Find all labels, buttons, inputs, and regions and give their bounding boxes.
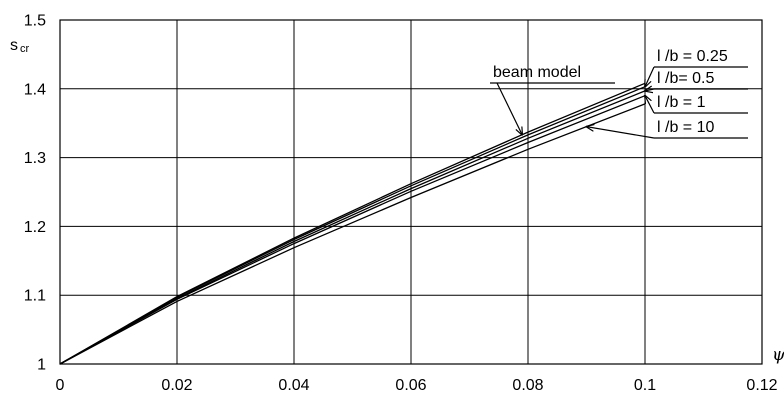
annotation-arrow-0 bbox=[496, 82, 522, 135]
annotation-label-3: l /b = 1 bbox=[657, 94, 706, 111]
series-line-1 bbox=[59, 86, 646, 365]
y-tick-label: 1.5 bbox=[24, 13, 46, 30]
y-axis-label-main: s bbox=[10, 37, 18, 54]
annotation-arrow-3 bbox=[645, 96, 655, 114]
annotation-label-1: l /b = 0.25 bbox=[657, 48, 728, 65]
x-axis-label: ψ bbox=[772, 345, 784, 365]
y-tick-label: 1.4 bbox=[24, 81, 46, 98]
annotation-label-0: beam model bbox=[493, 64, 581, 81]
y-tick-label: 1.1 bbox=[24, 288, 46, 305]
series-group bbox=[59, 82, 646, 365]
x-tick-label: 0.12 bbox=[746, 377, 777, 394]
y-tick-label: 1.3 bbox=[24, 150, 46, 167]
y-tick-label: 1 bbox=[37, 357, 46, 374]
x-tick-label: 0.06 bbox=[395, 377, 426, 394]
y-tick-label: 1.2 bbox=[24, 219, 46, 236]
annotation-arrow-2 bbox=[645, 89, 655, 91]
series-line-3 bbox=[59, 95, 646, 365]
y-axis-label: s cr bbox=[10, 37, 30, 55]
x-tick-label: 0.1 bbox=[634, 377, 656, 394]
annotation-arrow-1 bbox=[645, 66, 655, 87]
annotation-label-4: l /b = 10 bbox=[657, 119, 714, 136]
x-tick-label: 0.08 bbox=[512, 377, 543, 394]
x-tick-label: 0.02 bbox=[161, 377, 192, 394]
y-axis-label-sub: cr bbox=[20, 43, 30, 55]
x-tick-label: 0.04 bbox=[278, 377, 309, 394]
series-line-4 bbox=[59, 103, 646, 365]
tick-labels: 0 0.02 0.04 0.06 0.08 0.1 0.12 1 1.1 1.2 1.3 1.4 1.5 bbox=[24, 13, 778, 395]
x-tick-label: 0 bbox=[56, 377, 65, 394]
annotations: beam model l /b = 0.25 l /b= 0.5 l /b = 1 l … bbox=[490, 48, 748, 139]
annotation-label-2: l /b= 0.5 bbox=[657, 70, 714, 87]
annotation-arrow-4 bbox=[587, 127, 655, 139]
